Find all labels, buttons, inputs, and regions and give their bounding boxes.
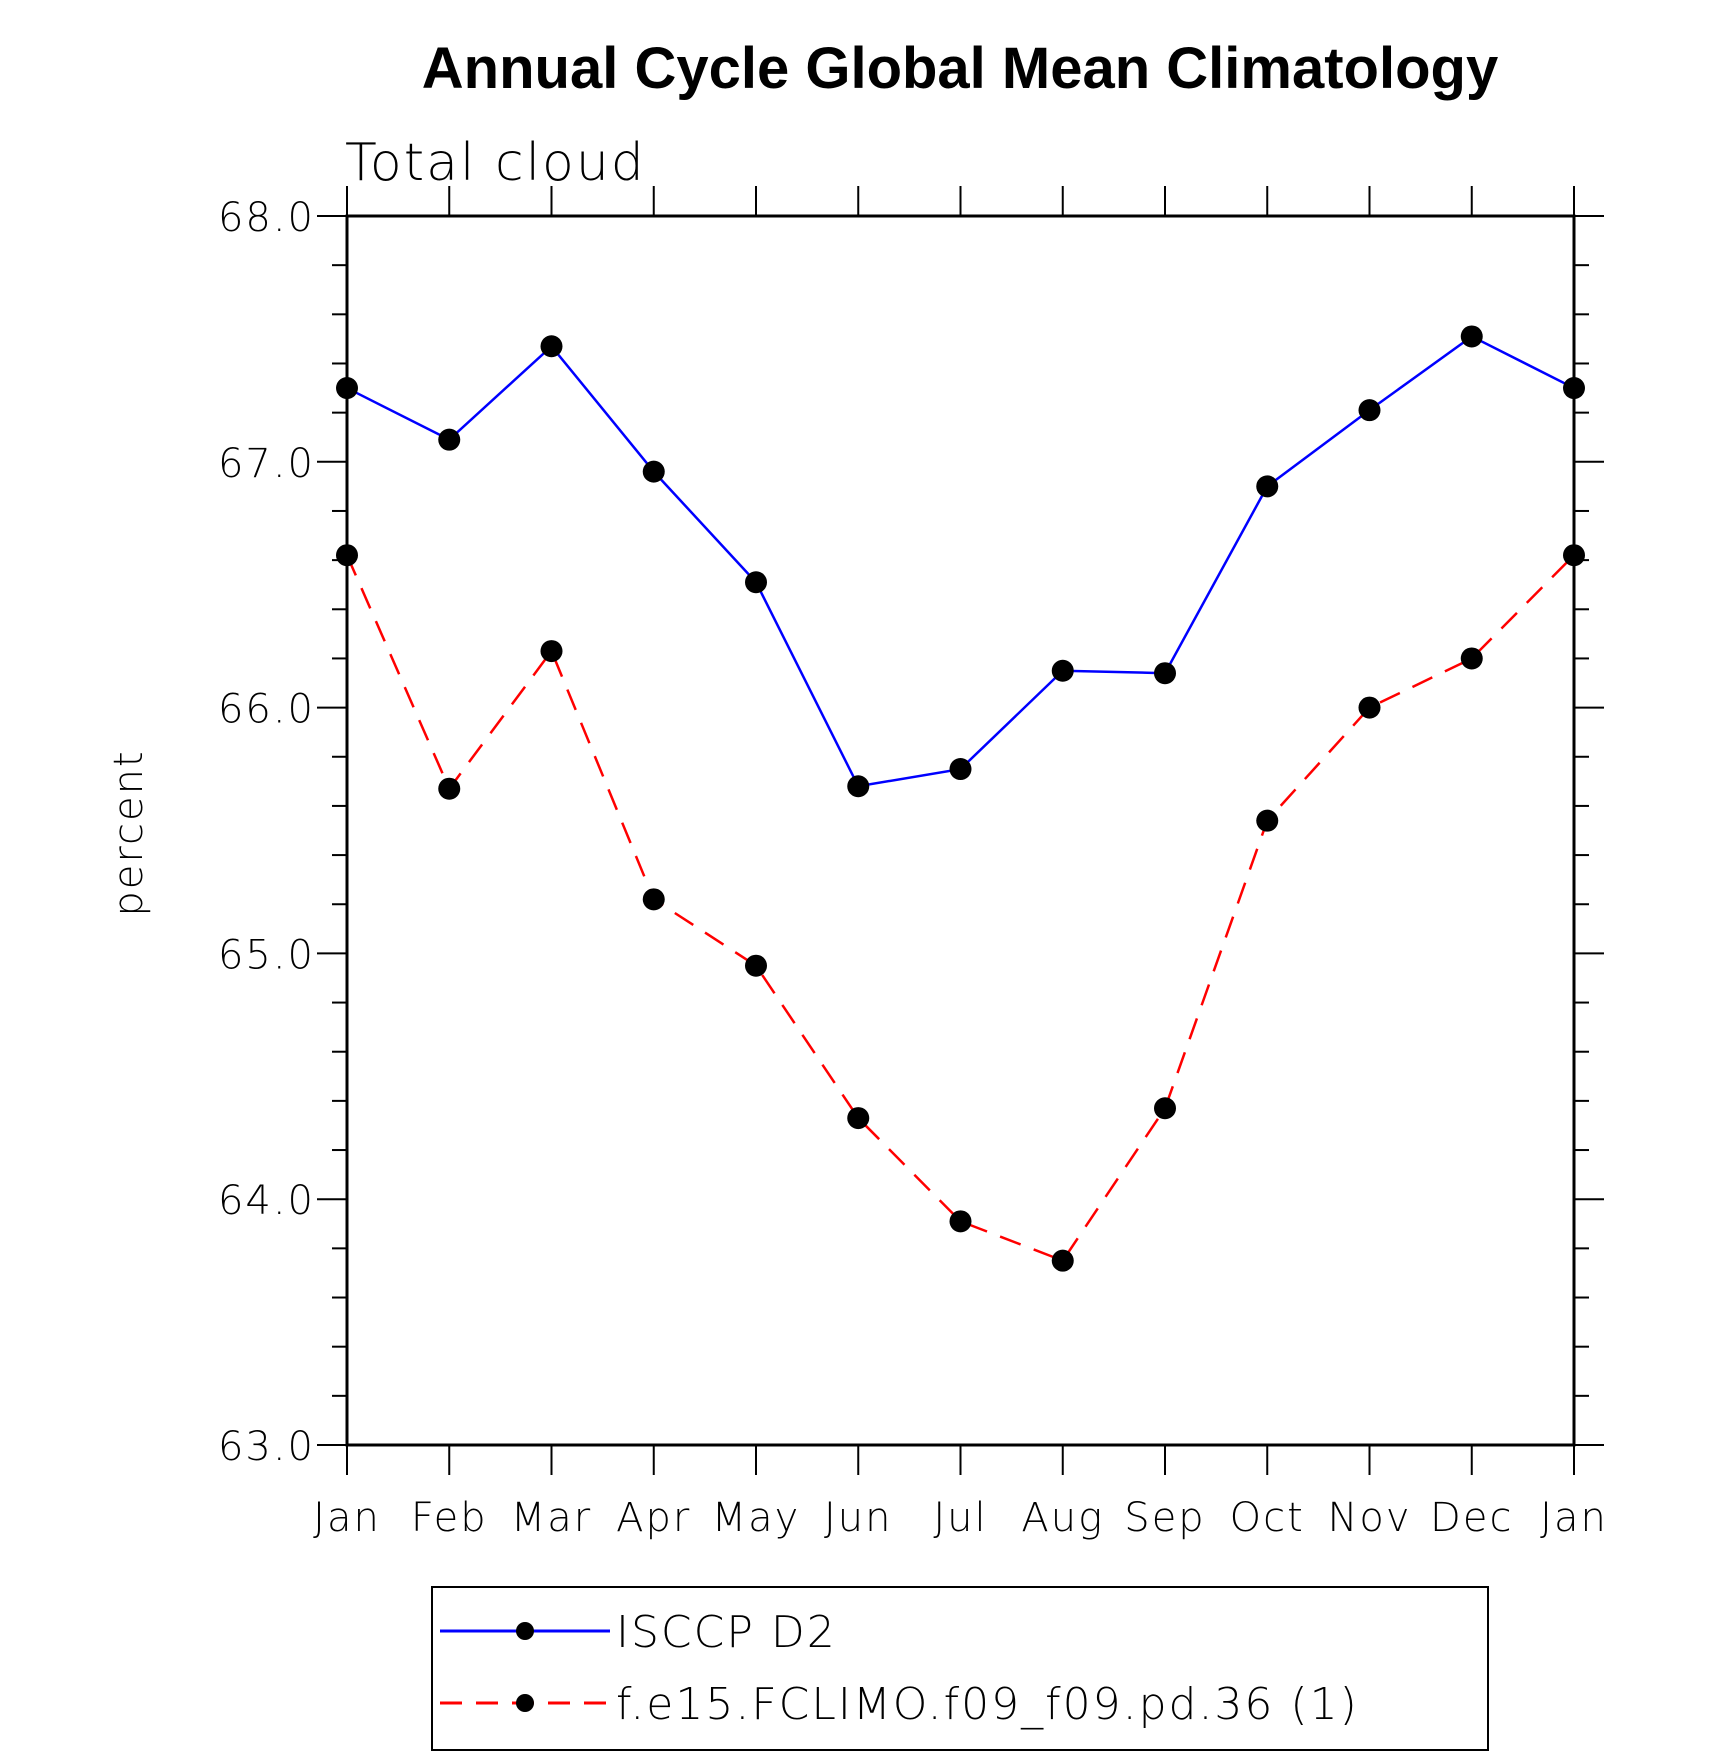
data-point-s1 [1051,1249,1074,1272]
data-point-s0 [1358,399,1381,422]
x-tick-label: Apr [616,1495,691,1541]
legend-box [431,1586,1489,1751]
y-tick-label: 64.0 [218,1178,315,1224]
x-tick-label: Jul [933,1495,987,1541]
data-point-s0 [847,775,870,798]
data-point-s1 [336,544,358,567]
y-tick-labels: 63.0 64.0 65.0 66.0 67.0 68.0 [218,195,315,1470]
data-point-s1 [438,777,461,800]
x-tick-label: Dec [1430,1495,1513,1541]
y-tick-label: 66.0 [218,687,315,733]
data-point-s1 [847,1107,870,1130]
x-tick-label: Nov [1327,1495,1411,1541]
series-line-1 [345,554,1575,1263]
x-tick-label: Oct [1230,1495,1305,1541]
plot-frame [345,214,1576,1447]
data-point-s1 [642,888,665,911]
x-tick-label: Jun [824,1495,893,1541]
legend-label-isccp: ISCCP D2 [616,1607,837,1658]
data-point-s0 [949,758,972,781]
data-point-s1 [1154,1097,1176,1120]
data-point-s1 [1358,696,1381,719]
legend-label-model: f.e15.FCLIMO.f09_f09.pd.36 (1) [616,1679,1359,1730]
x-tick-label: May [712,1495,801,1541]
x-tick-labels: Jan Feb Mar Apr May Jun Jul Aug Sep Oct Nov Dec Jan [313,1495,1608,1541]
chart-subtitle: Total cloud [345,133,646,193]
y-axis-label: percent [106,749,152,916]
y-tick-label: 63.0 [218,1424,315,1470]
data-point-s1 [745,954,767,977]
data-point-s1 [1256,809,1279,832]
data-point-s0 [438,428,461,451]
data-point-s0 [1563,377,1585,400]
data-point-s1 [949,1210,972,1233]
series-line-0 [346,334,1575,788]
x-tick-label: Jan [1540,1495,1608,1541]
x-tick-label: Jan [313,1495,381,1541]
series-lines [345,334,1575,1263]
x-tick-label: Mar [511,1495,592,1541]
data-point-s0 [642,460,665,483]
x-tick-label: Feb [411,1495,488,1541]
data-point-s0 [1154,662,1176,685]
series-points [336,325,1585,1272]
legend-marker-isccp [516,1622,534,1640]
chart-title: Annual Cycle Global Mean Climatology [422,36,1498,101]
legend: ISCCP D2 f.e15.FCLIMO.f09_f09.pd.36 (1) [431,1586,1489,1751]
y-tick-label: 67.0 [218,441,315,487]
x-tick-label: Aug [1021,1495,1104,1541]
data-point-s0 [745,571,767,594]
data-point-s0 [1460,325,1483,348]
data-point-s0 [336,377,358,400]
y-tick-label: 65.0 [218,932,315,978]
axis-ticks [317,186,1604,1475]
data-point-s0 [540,335,563,358]
x-tick-label: Sep [1124,1495,1205,1541]
data-point-s0 [1051,659,1074,682]
data-point-s0 [1256,475,1279,498]
legend-marker-model [516,1694,534,1712]
y-tick-label: 68.0 [218,195,315,241]
data-point-s1 [1563,544,1585,567]
data-point-s1 [1460,647,1483,670]
data-point-s1 [540,640,563,663]
